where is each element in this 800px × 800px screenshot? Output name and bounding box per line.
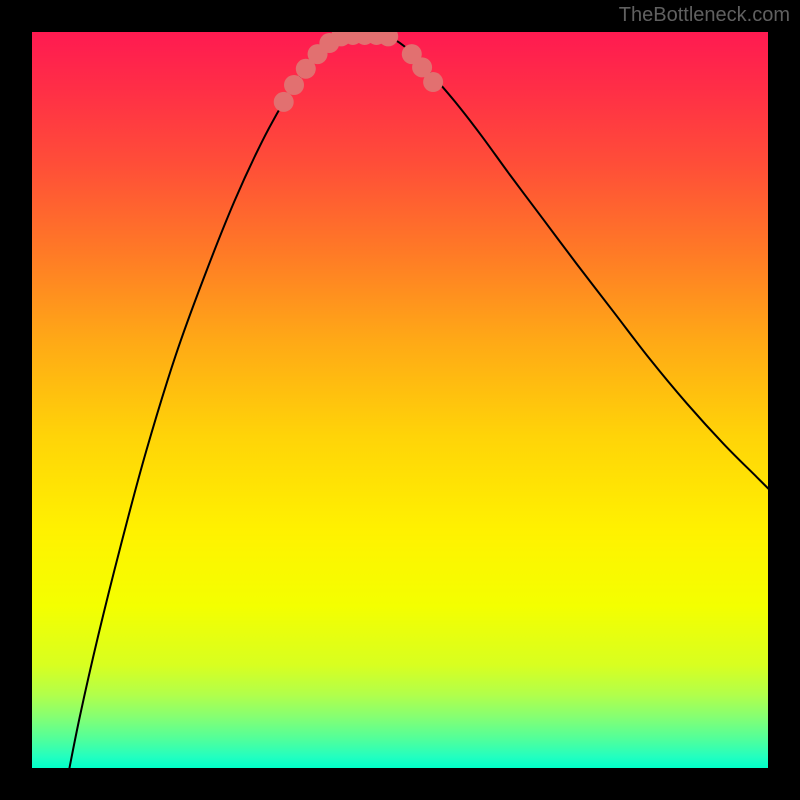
chart-container: TheBottleneck.com (0, 0, 800, 800)
plot-svg (0, 0, 800, 800)
data-marker (423, 72, 443, 92)
watermark-text: TheBottleneck.com (619, 4, 790, 27)
data-marker (284, 75, 304, 95)
data-marker (274, 92, 294, 112)
